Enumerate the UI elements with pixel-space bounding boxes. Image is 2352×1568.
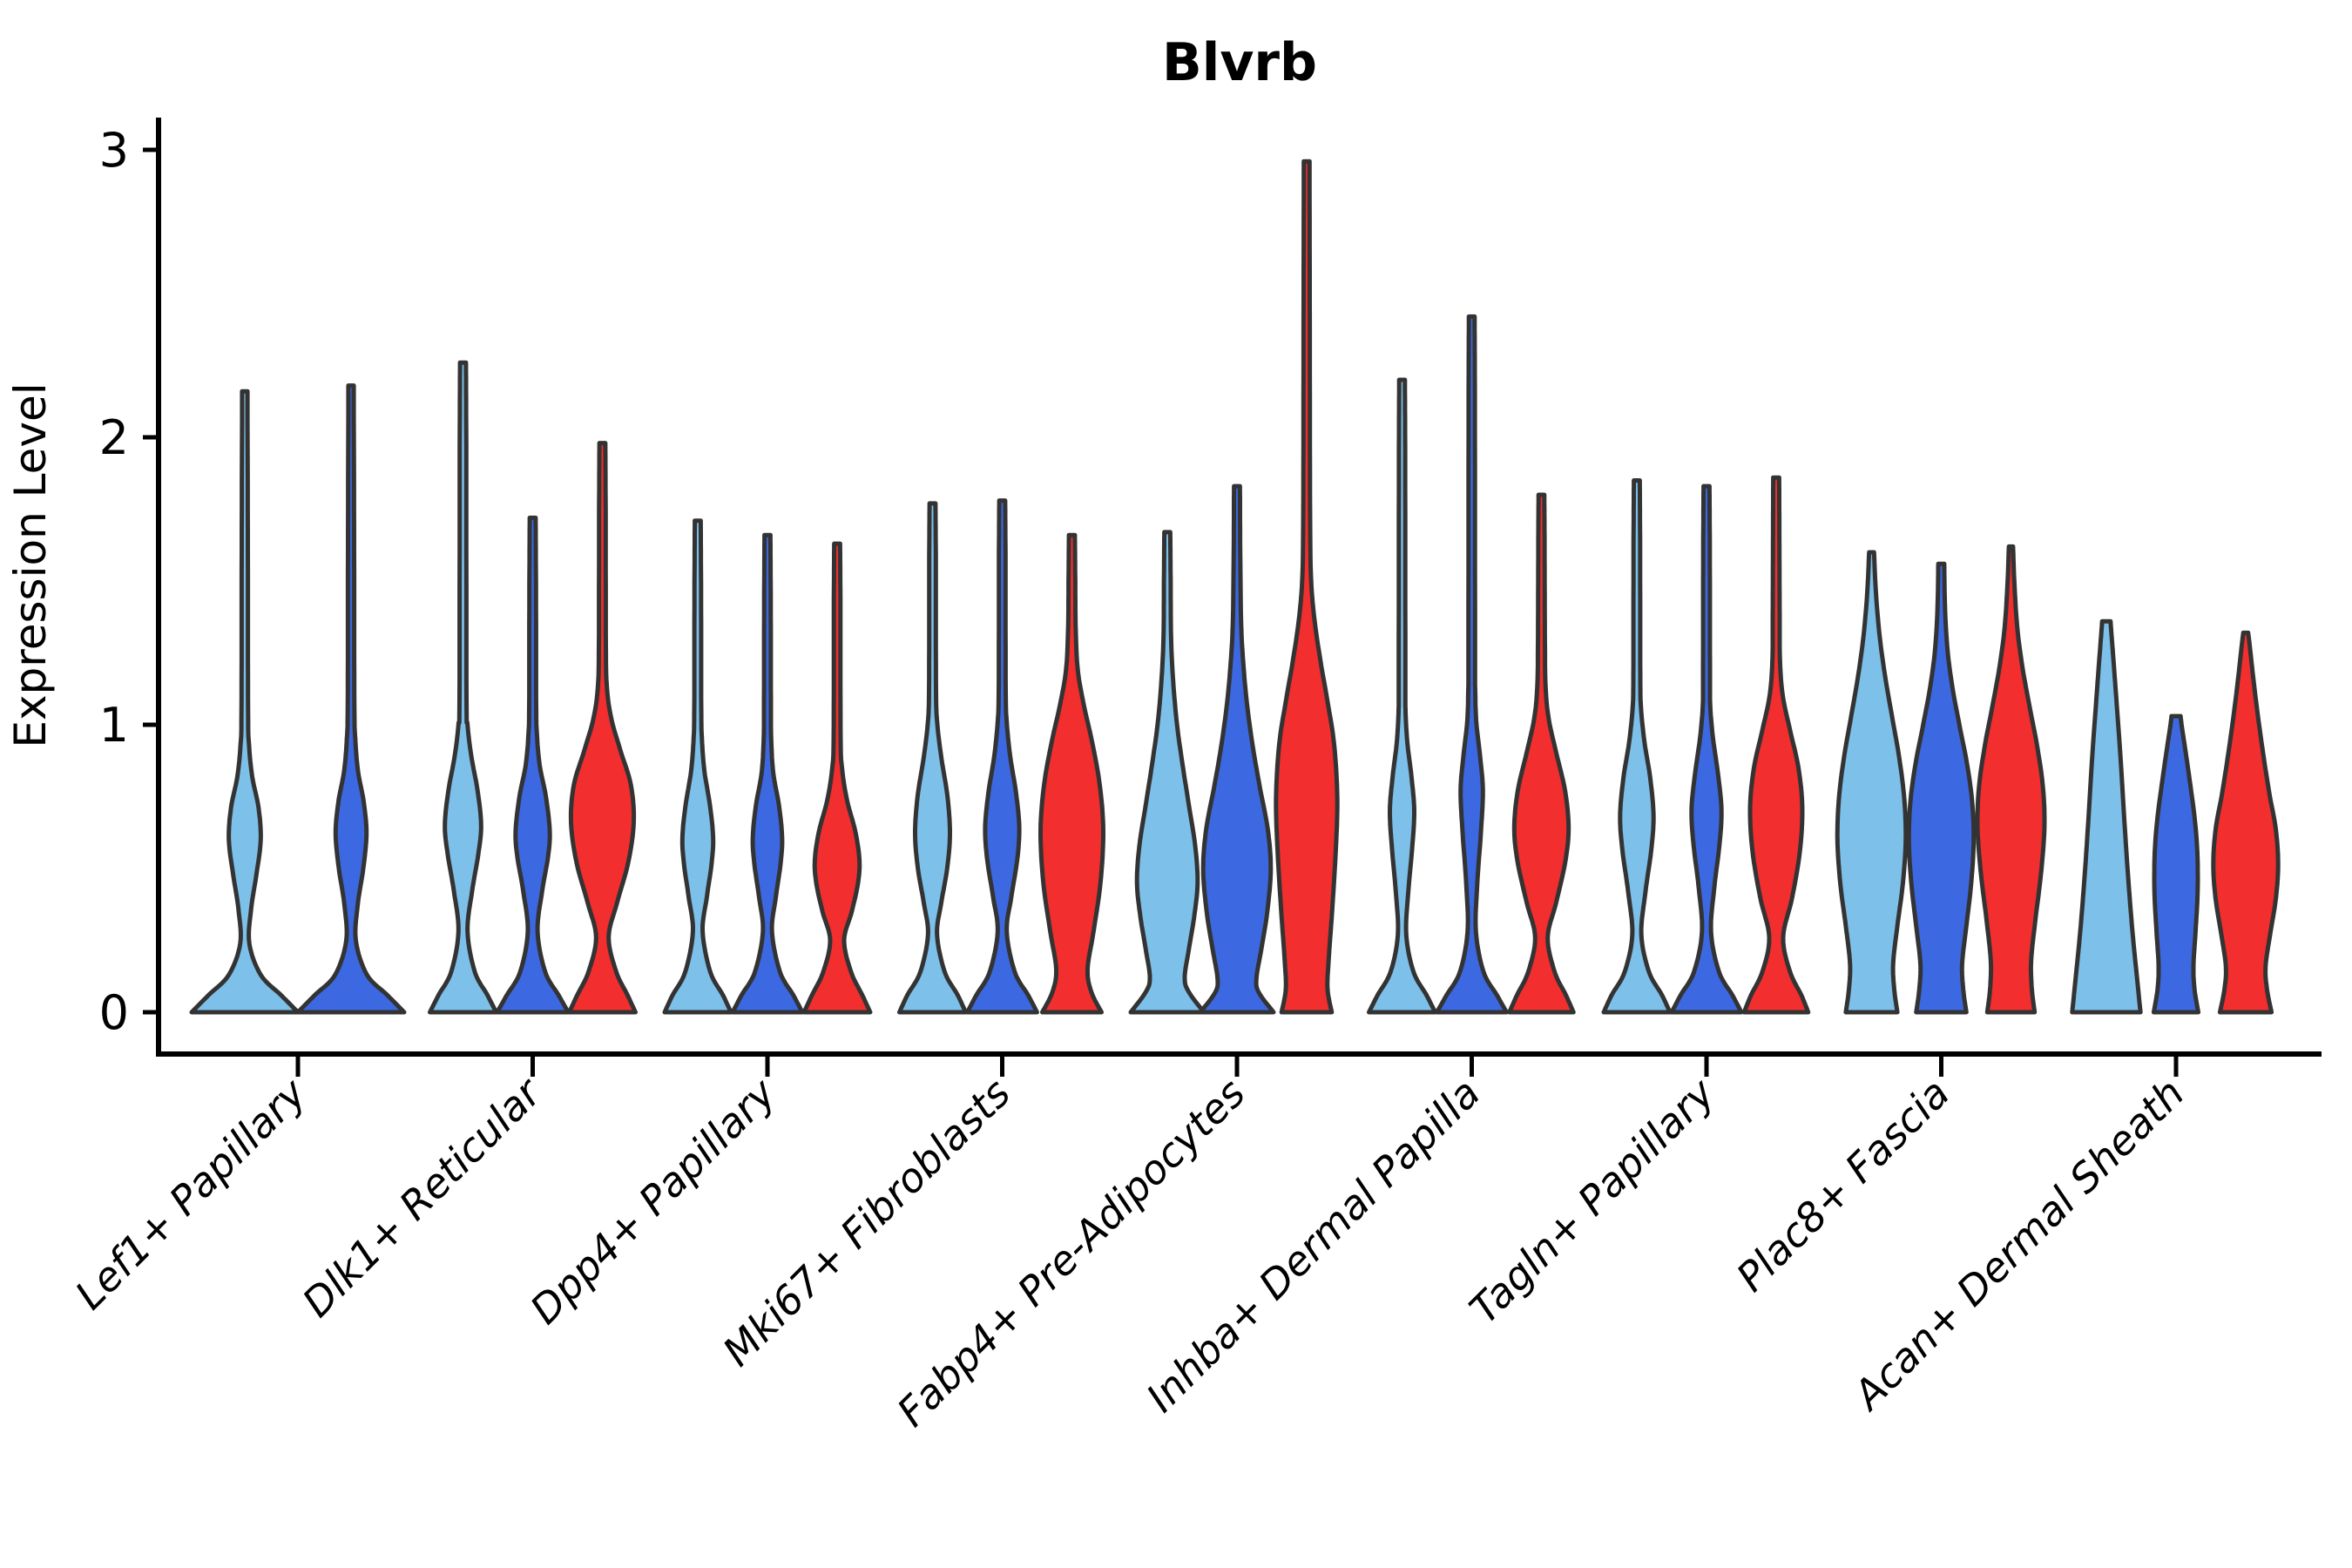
violin-tagln-papillary-lightblue: [1601, 478, 1673, 1015]
y-axis-label: Expression Level: [5, 382, 56, 747]
violins: [189, 159, 2281, 1015]
violin-inhba-dermal-papilla-darkblue: [1435, 314, 1509, 1015]
violin-mki67-fibroblasts-lightblue: [897, 501, 968, 1015]
violin-mki67-fibroblasts-darkblue: [965, 498, 1039, 1015]
violin-dpp4-papillary-darkblue: [730, 532, 805, 1015]
x-tick-label: Dpp4+ Papillary: [521, 1069, 785, 1333]
x-tick-label: Plac8+ Fascia: [1727, 1070, 1958, 1301]
violin-plac8-fascia-lightblue: [1835, 550, 1909, 1015]
y-tick-label: 2: [99, 410, 129, 465]
violin-fabp4-pre-adipocytes-darkblue: [1198, 483, 1276, 1015]
violin-dpp4-papillary-lightblue: [662, 518, 733, 1015]
x-tick-label: Lef1+ Papillary: [66, 1069, 315, 1318]
violin-acan-dermal-sheath-darkblue: [2151, 713, 2201, 1015]
x-tick-label: Dlk1+ Reticular: [294, 1067, 552, 1326]
violin-fabp4-pre-adipocytes-red: [1274, 159, 1340, 1015]
violin-fabp4-pre-adipocytes-lightblue: [1128, 530, 1206, 1015]
violin-dlk1-reticular-red: [567, 441, 638, 1015]
violin-inhba-dermal-papilla-lightblue: [1367, 377, 1437, 1015]
chart-title: Blvrb: [1162, 32, 1317, 93]
violin-dpp4-papillary-red: [801, 541, 873, 1015]
violin-mki67-fibroblasts-red: [1038, 532, 1105, 1015]
axes: [143, 118, 2322, 1077]
y-tick-label: 1: [99, 698, 129, 753]
violin-lef1-papillary-darkblue: [295, 383, 407, 1015]
violin-dlk1-reticular-darkblue: [495, 515, 571, 1015]
violin-plac8-fascia-red: [1975, 544, 2047, 1015]
violin-lef1-papillary-lightblue: [189, 389, 301, 1015]
violin-plac8-fascia-darkblue: [1906, 561, 1977, 1015]
violin-tagln-papillary-darkblue: [1669, 483, 1744, 1015]
x-tick-label: Tagln+ Papillary: [1460, 1069, 1724, 1333]
y-tick-label: 0: [99, 985, 129, 1040]
violin-acan-dermal-sheath-lightblue: [2070, 618, 2143, 1015]
y-tick-label: 3: [99, 123, 129, 178]
violin-dlk1-reticular-lightblue: [428, 360, 498, 1015]
violin-tagln-papillary-red: [1741, 475, 1811, 1015]
violin-acan-dermal-sheath-red: [2211, 630, 2281, 1015]
violin-inhba-dermal-papilla-red: [1507, 492, 1576, 1015]
